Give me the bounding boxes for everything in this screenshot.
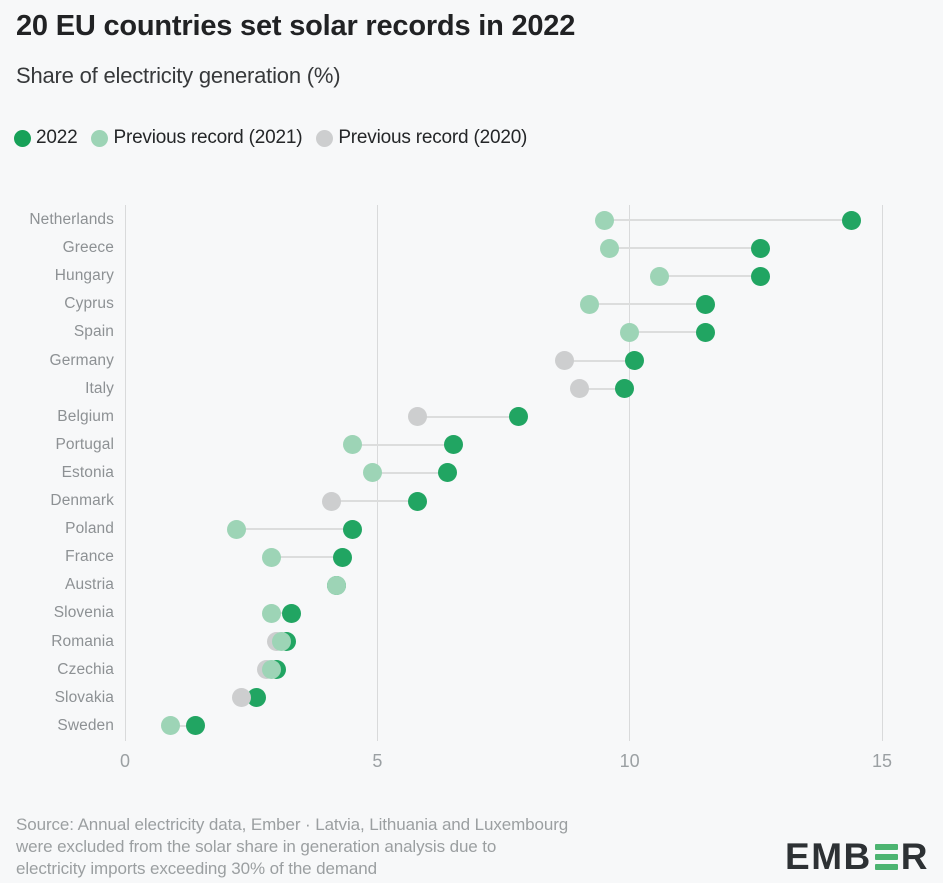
legend-dot-prev-2021-icon [91,129,109,147]
dot-prev-2021 [362,463,382,483]
x-tick-label-10: 10 [619,751,640,771]
dot-2022 [695,322,715,342]
dot-prev-2020 [231,688,251,708]
x-axis: 0 5 10 15 [0,741,943,775]
dumbbell-connector [629,331,706,334]
country-label-poland: Poland [65,520,114,538]
dumbbell-connector [271,556,342,559]
dot-2022 [186,716,206,736]
legend-item-prev-2020: Previous record (2020) [316,127,527,149]
legend-dot-2022-icon [14,129,31,147]
dumbbell-connector [609,247,761,250]
country-label-cyprus: Cyprus [64,295,114,313]
dot-prev-2021 [271,632,291,651]
x-tick-label-5: 5 [372,751,383,771]
dot-2022 [695,294,715,314]
dot-prev-2020 [408,407,428,427]
source-note-line: electricity imports exceeding 30% of the… [16,859,377,878]
dumbbell-connector [352,443,454,446]
country-label-romania: Romania [51,632,114,650]
dumbbell-connector [564,359,635,362]
dumbbell-connector [417,415,519,418]
dumbbell-connector [659,275,761,278]
x-tick-label-0: 0 [119,751,131,771]
dot-prev-2020 [322,491,342,511]
dot-2022 [408,491,428,511]
dot-prev-2020 [554,351,574,370]
source-note: Source: Annual electricity data, Ember ·… [16,814,716,880]
country-label-slovenia: Slovenia [53,604,114,622]
legend-label-2022: 2022 [36,127,78,148]
ember-logo-text-suffix: R [900,836,929,877]
dumbbell-connector [589,303,706,306]
gridline-10 [629,205,631,741]
dot-2022 [751,238,771,258]
dot-prev-2021 [620,322,640,342]
country-label-denmark: Denmark [50,492,114,509]
x-tick-label-15: 15 [871,751,893,771]
dot-2022 [342,519,362,539]
dot-2022 [615,379,635,399]
dot-2022 [438,463,458,483]
country-label-czechia: Czechia [57,660,114,678]
country-label-italy: Italy [85,379,114,397]
gridline-0 [124,205,126,741]
source-note-line: were excluded from the solar share in ge… [16,837,497,856]
dumbbell-connector [604,219,852,221]
dot-2022 [509,407,529,427]
gridline-15 [881,205,883,741]
country-label-greece: Greece [62,239,114,257]
dot-prev-2021 [579,294,599,314]
source-note-line: Source: Annual electricity data, Ember ·… [16,815,569,834]
ember-logo: EMB R [785,836,929,877]
dot-prev-2021 [599,238,619,258]
ember-logo-e-bars-icon [874,843,898,871]
chart-subtitle: Share of electricity generation (%) [16,63,341,88]
dumbbell-connector [170,724,196,727]
dot-prev-2021 [261,547,281,567]
dot-prev-2021 [327,575,347,595]
dot-prev-2021 [650,266,670,286]
legend-item-2022: 2022 [14,127,78,149]
dumbbell-connector [271,612,292,615]
dot-2022 [332,547,352,567]
dumbbell-connector [372,471,448,474]
country-label-slovakia: Slovakia [54,688,114,706]
dot-2022 [246,688,266,708]
dot-2022 [282,603,302,623]
country-label-estonia: Estonia [61,463,114,481]
dot-2022 [751,266,771,286]
dumbbell-connector [579,387,625,390]
dot-plot-chart: Netherlands Greece Hungary Cyprus Spain Germa… [0,205,943,741]
ember-logo-text-prefix: EMB [785,836,872,877]
dot-prev-2021 [342,435,362,455]
country-label-austria: Austria [65,576,114,594]
dot-prev-2021 [226,519,246,539]
country-label-germany: Germany [49,351,114,369]
country-label-netherlands: Netherlands [29,211,114,228]
dot-prev-2020 [569,379,589,399]
dot-prev-2021 [160,716,180,736]
legend-label-prev-2021: Previous record (2021) [113,127,303,148]
dot-prev-2021 [261,660,281,680]
country-label-belgium: Belgium [57,407,114,425]
legend: 2022 Previous record (2021) Previous rec… [14,127,527,149]
page-title: 20 EU countries set solar records in 202… [16,10,576,42]
dot-2022 [443,435,463,455]
dot-2022 [842,210,862,230]
legend-dot-prev-2020-icon [316,129,334,147]
legend-label-prev-2020: Previous record (2020) [338,127,528,148]
dumbbell-connector [236,528,353,531]
dot-prev-2021 [261,603,281,623]
country-label-france: France [65,548,114,566]
legend-item-prev-2021: Previous record (2021) [91,127,303,149]
dot-prev-2021 [594,210,614,230]
country-label-sweden: Sweden [57,716,114,734]
country-label-portugal: Portugal [55,435,114,453]
country-label-hungary: Hungary [54,267,114,285]
dot-2022 [625,351,645,370]
country-label-spain: Spain [73,323,114,341]
dumbbell-connector [331,500,418,502]
